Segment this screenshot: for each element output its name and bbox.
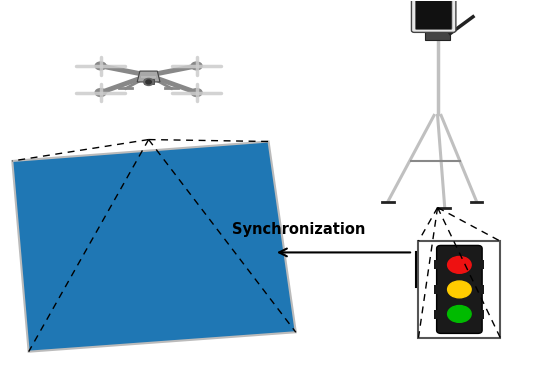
Bar <box>478 285 484 294</box>
Bar <box>435 260 441 269</box>
Circle shape <box>448 305 471 322</box>
Bar <box>425 29 450 40</box>
Circle shape <box>95 89 106 96</box>
Circle shape <box>448 256 471 273</box>
Bar <box>478 310 484 319</box>
Bar <box>435 310 441 319</box>
FancyBboxPatch shape <box>412 0 456 33</box>
Bar <box>478 260 484 269</box>
Polygon shape <box>9 143 299 350</box>
Circle shape <box>191 62 202 70</box>
Circle shape <box>448 281 471 298</box>
FancyBboxPatch shape <box>415 0 452 29</box>
Bar <box>144 80 153 84</box>
Bar <box>419 241 500 338</box>
Circle shape <box>191 89 202 96</box>
Polygon shape <box>12 142 296 352</box>
Polygon shape <box>137 71 160 82</box>
Circle shape <box>146 80 151 84</box>
Circle shape <box>144 78 153 85</box>
FancyBboxPatch shape <box>437 245 482 333</box>
Text: Synchronization: Synchronization <box>232 222 365 237</box>
Bar <box>435 285 441 294</box>
Circle shape <box>95 62 106 70</box>
Bar <box>141 76 156 78</box>
